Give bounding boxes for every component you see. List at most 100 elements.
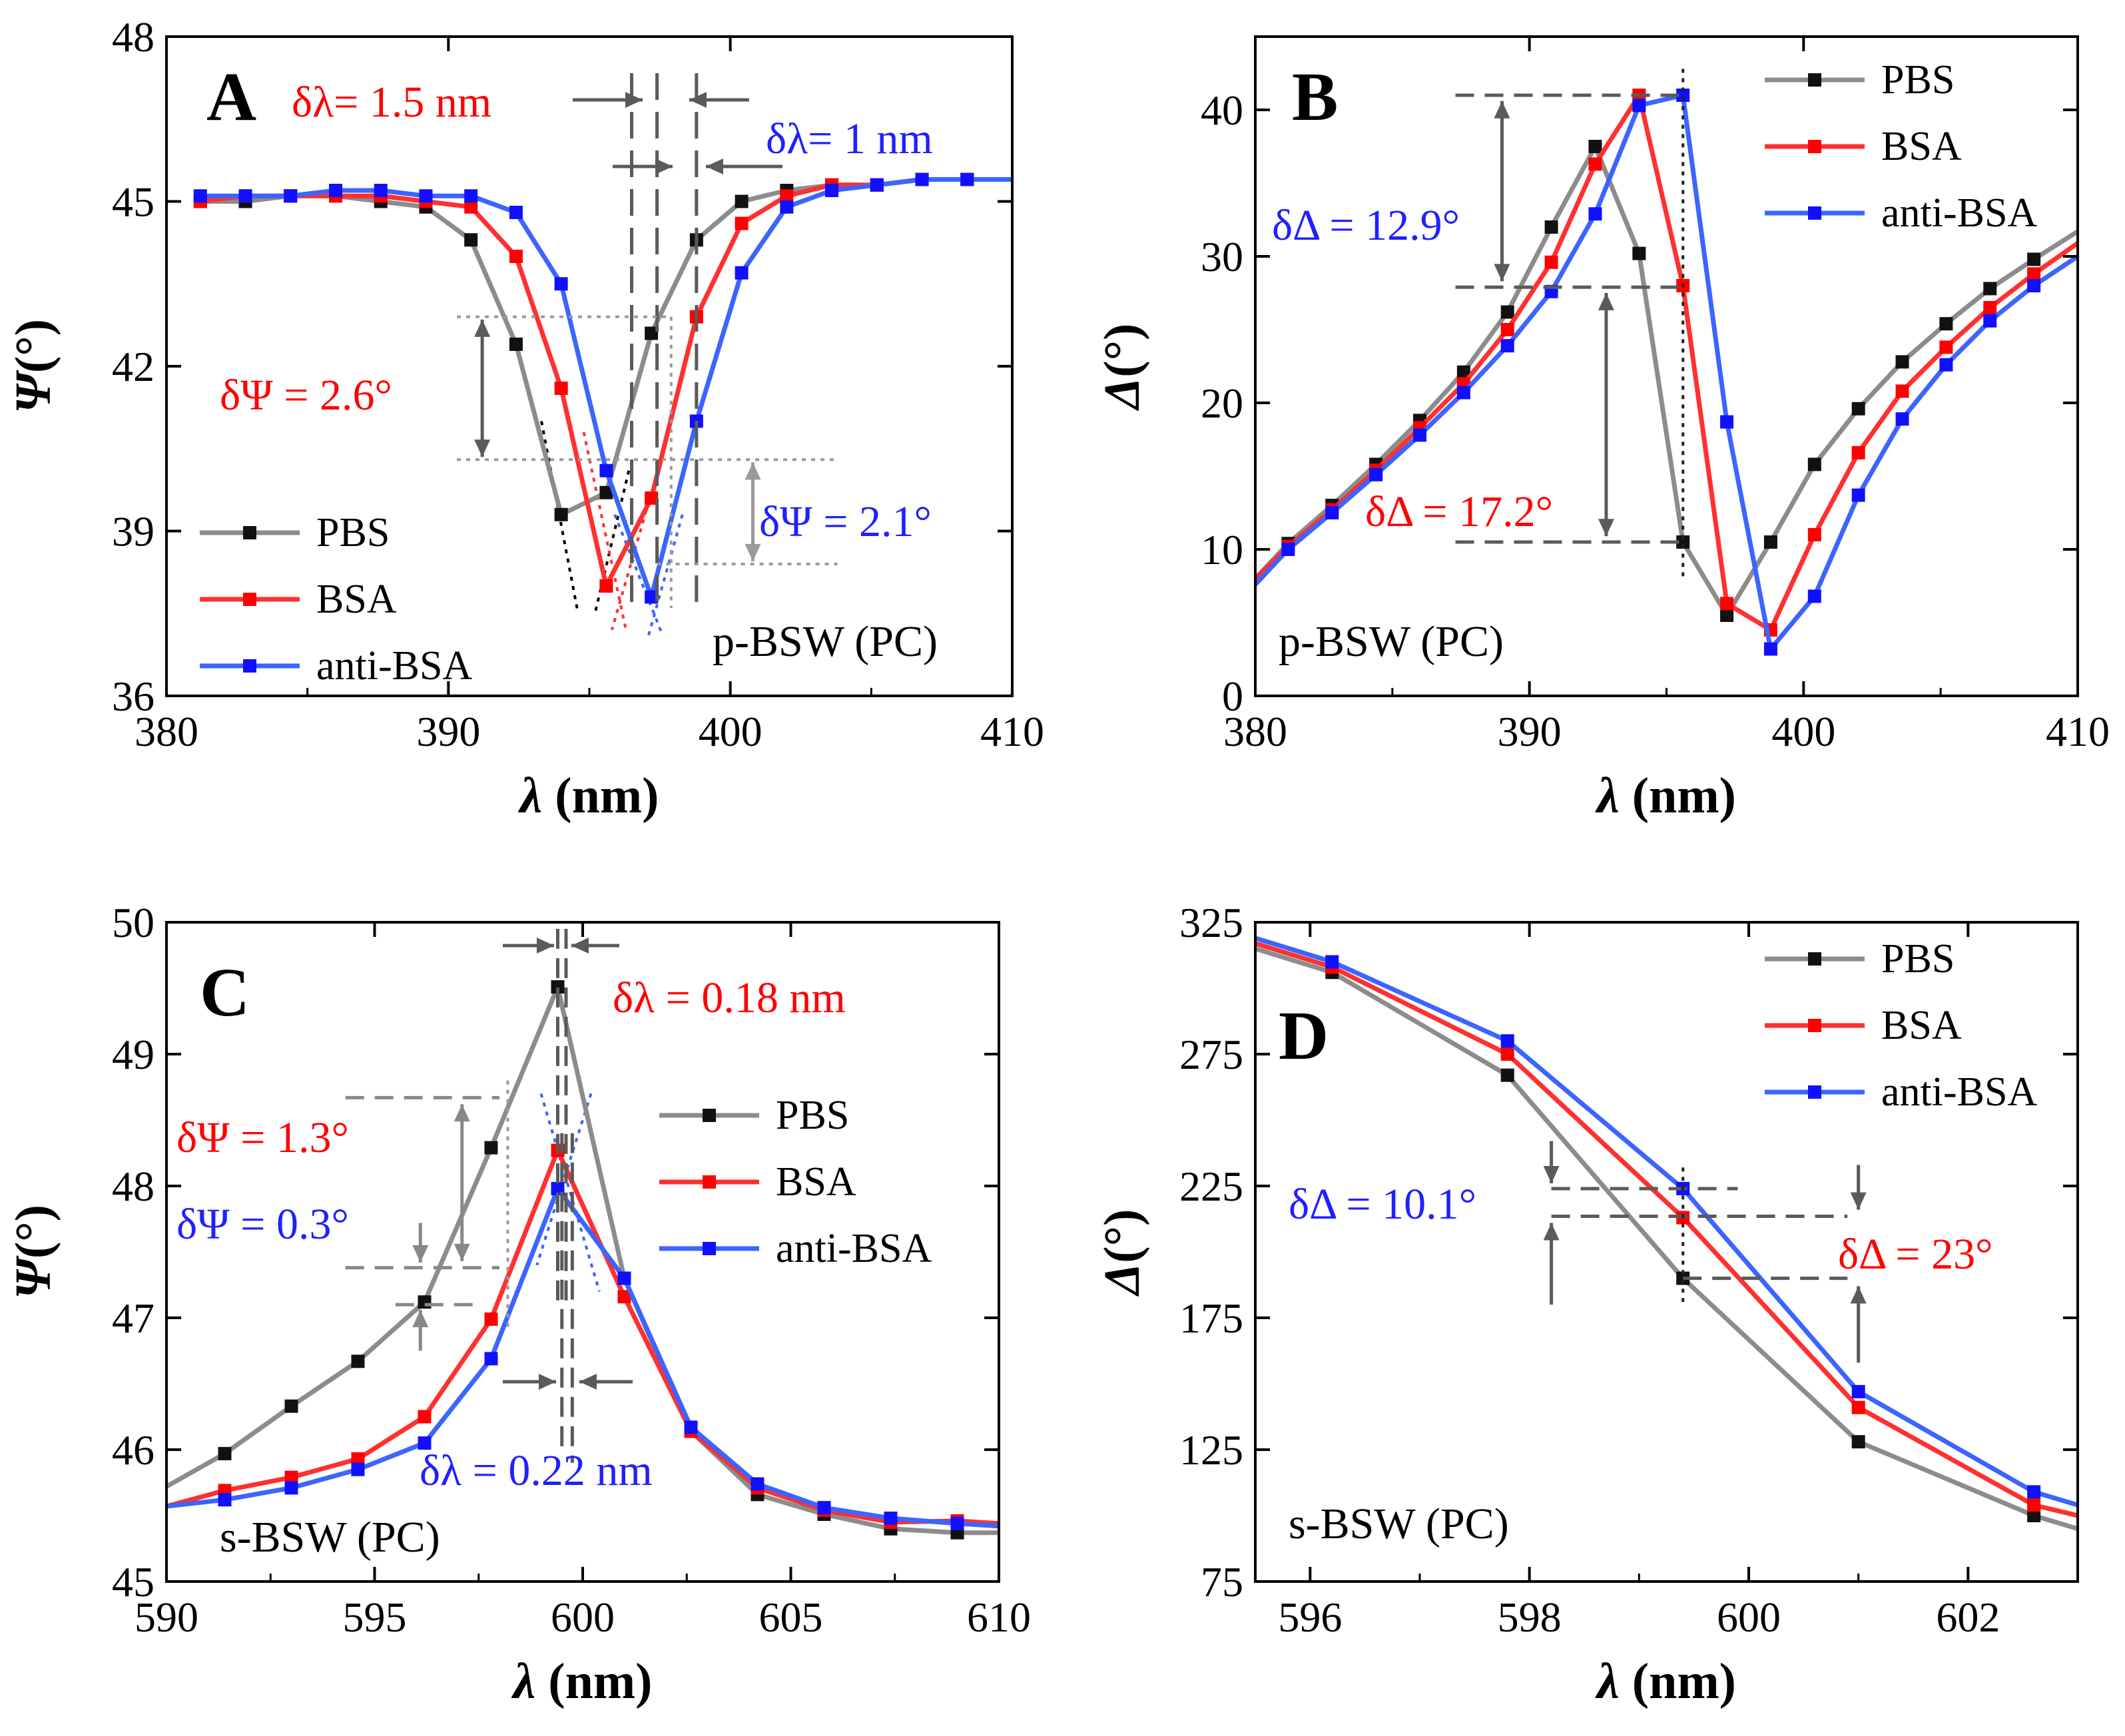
y-tick-label: 75	[1201, 1558, 1243, 1605]
panel-caption: p-BSW (PC)	[1279, 617, 1504, 666]
y-axis-label-unit: (°)	[1094, 324, 1150, 378]
data-point-anti-bsa	[1676, 89, 1690, 102]
data-point-anti-bsa	[1500, 339, 1514, 353]
data-point-pbs	[2027, 1509, 2041, 1522]
x-axis-label-symbol: λ	[518, 768, 543, 824]
x-tick-label: 600	[1717, 1593, 1781, 1641]
data-point-anti-bsa	[351, 1462, 365, 1476]
data-point-pbs	[1720, 609, 1734, 622]
annotation-text: δλ= 1 nm	[766, 115, 933, 163]
guide-arrow-head	[1543, 1166, 1560, 1184]
legend-label: anti-BSA	[1881, 190, 2037, 236]
data-point-anti-bsa	[735, 266, 749, 280]
legend-label: BSA	[1881, 1003, 1962, 1048]
data-point-pbs	[1983, 282, 1997, 296]
data-point-anti-bsa	[915, 172, 929, 186]
panel-d: 596 598 600 602 75 125 175 225 275 325 λ (nm) Δ(°) D…	[1094, 899, 2079, 1709]
data-point-pbs	[1807, 457, 1821, 471]
annotation-text: δΨ = 1.3°	[176, 1113, 349, 1162]
data-point-bsa	[2027, 267, 2041, 281]
data-point-bsa	[1588, 157, 1602, 171]
y-tick-label: 48	[112, 13, 154, 61]
annotation-text: δΨ = 2.6°	[220, 371, 392, 420]
legend-label: BSA	[316, 577, 397, 622]
y-axis-label: Δ(°)	[1094, 324, 1150, 412]
guide-arrow-head	[539, 1374, 556, 1390]
data-point-bsa	[780, 189, 794, 203]
legend-marker	[703, 1242, 716, 1255]
data-point-pbs	[351, 1354, 365, 1368]
x-tick-label: 610	[967, 1593, 1031, 1641]
data-point-anti-bsa	[1939, 358, 1953, 372]
data-point-pbs	[551, 980, 565, 994]
legend-label: PBS	[776, 1093, 849, 1138]
data-point-anti-bsa	[238, 189, 252, 203]
x-tick-label: 380	[1223, 708, 1287, 755]
data-point-bsa	[1544, 255, 1558, 269]
y-tick-label: 325	[1179, 899, 1243, 946]
panel-caption: p-BSW (PC)	[713, 617, 938, 666]
data-point-pbs	[1851, 402, 1865, 416]
data-point-anti-bsa	[1851, 488, 1865, 502]
data-point-anti-bsa	[1763, 642, 1777, 656]
y-tick-label: 42	[112, 343, 154, 390]
y-tick-label: 47	[112, 1295, 154, 1342]
legend-marker	[703, 1175, 716, 1189]
data-point-pbs	[1939, 317, 1953, 331]
data-point-anti-bsa	[1413, 428, 1426, 442]
data-point-bsa	[351, 1452, 365, 1466]
data-point-pbs	[284, 1399, 298, 1413]
y-tick-label: 275	[1179, 1031, 1243, 1078]
data-point-pbs	[418, 1295, 432, 1309]
guide-arrow-head	[625, 92, 643, 108]
guide-arrow-head	[1598, 519, 1614, 537]
data-point-anti-bsa	[2027, 279, 2041, 292]
y-axis-label-unit: (°)	[5, 319, 61, 373]
y-axis-label-symbol: Ψ	[5, 370, 61, 414]
data-point-anti-bsa	[484, 1352, 498, 1366]
legend-marker	[1808, 206, 1821, 220]
data-point-anti-bsa	[599, 463, 613, 477]
x-tick-label: 602	[1936, 1593, 2000, 1641]
guide-arrow-head	[1494, 264, 1510, 282]
data-point-pbs	[1763, 535, 1777, 549]
x-tick-label: 598	[1498, 1593, 1562, 1641]
annotation-text: δΔ = 23°	[1838, 1230, 1993, 1279]
y-tick-label: 45	[112, 1558, 154, 1605]
legend-marker	[1808, 73, 1821, 87]
data-point-bsa	[1939, 340, 1953, 354]
x-tick-label: 410	[2046, 708, 2110, 755]
data-point-pbs	[1500, 305, 1514, 319]
data-point-anti-bsa	[884, 1511, 898, 1525]
data-point-bsa	[1720, 597, 1734, 611]
panel-label: C	[200, 954, 250, 1031]
panel-a: 380 390 400 410 36 39 42 45 48 λ (nm) Ψ(°) Ap-BSW (…	[5, 13, 1044, 824]
y-tick-label: 0	[1222, 673, 1243, 720]
data-point-anti-bsa	[1281, 543, 1295, 556]
y-tick-label: 125	[1179, 1426, 1243, 1474]
data-point-anti-bsa	[1325, 506, 1339, 519]
data-point-bsa	[1500, 323, 1514, 336]
data-point-anti-bsa	[1500, 1034, 1514, 1048]
data-point-anti-bsa	[1588, 207, 1602, 221]
data-point-bsa	[484, 1312, 498, 1326]
x-axis-label-unit: (nm)	[535, 1653, 652, 1709]
guide-arrow-head	[571, 938, 589, 954]
x-axis-label: λ (nm)	[511, 1653, 653, 1709]
guide-arrow-head	[412, 1245, 429, 1263]
data-point-anti-bsa	[684, 1420, 698, 1434]
guide-arrow-head	[537, 938, 554, 954]
x-axis-label-unit: (nm)	[542, 768, 659, 824]
data-point-bsa	[418, 1410, 432, 1424]
panel-label: B	[1292, 59, 1338, 135]
guide-arrow-head	[579, 1374, 597, 1390]
data-point-pbs	[1500, 1068, 1514, 1082]
data-point-anti-bsa	[1325, 955, 1339, 969]
data-point-pbs	[1544, 220, 1558, 234]
data-point-anti-bsa	[960, 172, 974, 186]
annotation-text: δΨ = 2.1°	[759, 497, 932, 546]
legend-label: BSA	[776, 1159, 856, 1205]
data-point-anti-bsa	[284, 1481, 298, 1495]
y-axis-label-symbol: Δ	[1094, 1263, 1150, 1297]
